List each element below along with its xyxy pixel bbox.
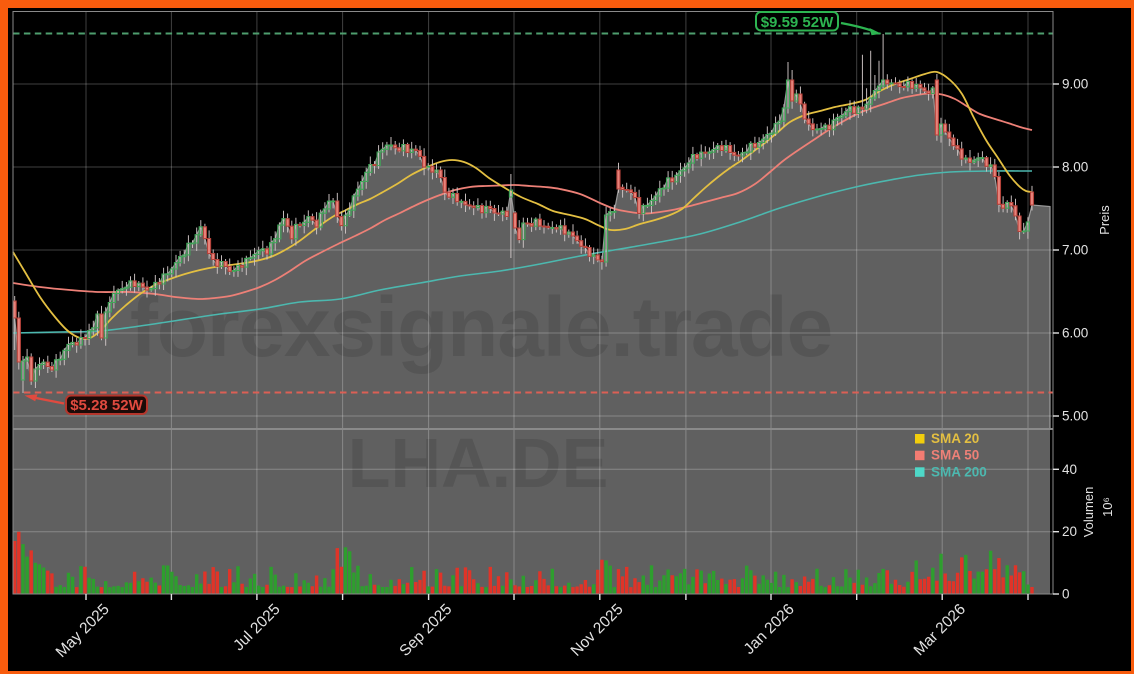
svg-text:LHA.DE: LHA.DE xyxy=(348,424,609,502)
svg-text:forexsignale.trade: forexsignale.trade xyxy=(130,280,832,374)
svg-text:10⁶: 10⁶ xyxy=(1100,497,1115,517)
svg-text:Volumen: Volumen xyxy=(1081,487,1096,538)
svg-text:9.00: 9.00 xyxy=(1062,77,1088,92)
svg-text:7.00: 7.00 xyxy=(1062,243,1088,258)
svg-text:8.00: 8.00 xyxy=(1062,160,1088,175)
svg-text:Preis: Preis xyxy=(1097,205,1112,235)
svg-text:SMA 200: SMA 200 xyxy=(931,464,987,479)
svg-text:$5.28 52W: $5.28 52W xyxy=(70,397,143,414)
svg-text:0: 0 xyxy=(1062,587,1070,602)
svg-text:$9.59 52W: $9.59 52W xyxy=(761,14,834,31)
svg-text:SMA 50: SMA 50 xyxy=(931,448,979,463)
svg-text:SMA 20: SMA 20 xyxy=(931,431,979,446)
svg-text:20: 20 xyxy=(1062,524,1077,539)
svg-text:6.00: 6.00 xyxy=(1062,326,1088,341)
svg-text:40: 40 xyxy=(1062,462,1077,477)
svg-text:5.00: 5.00 xyxy=(1062,409,1088,424)
